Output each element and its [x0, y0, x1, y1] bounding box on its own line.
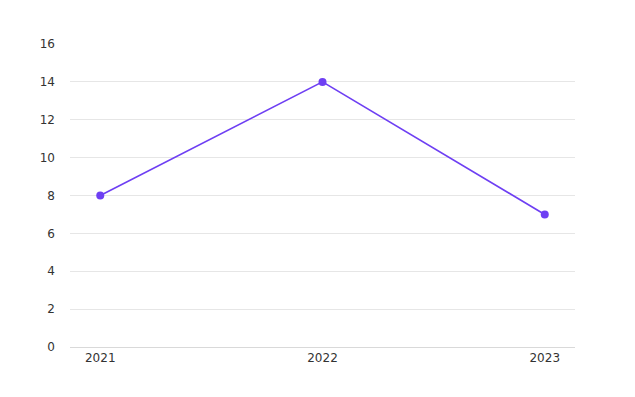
svg-text:2022: 2022 — [307, 351, 338, 365]
svg-text:12: 12 — [40, 113, 55, 127]
svg-text:8: 8 — [47, 189, 55, 203]
svg-text:0: 0 — [47, 340, 55, 354]
svg-text:2: 2 — [47, 302, 55, 316]
svg-text:14: 14 — [40, 75, 55, 89]
svg-text:16: 16 — [40, 37, 55, 51]
svg-text:2023: 2023 — [529, 351, 560, 365]
svg-text:6: 6 — [47, 227, 55, 241]
svg-text:2021: 2021 — [85, 351, 116, 365]
svg-text:4: 4 — [47, 264, 55, 278]
svg-text:10: 10 — [40, 151, 55, 165]
